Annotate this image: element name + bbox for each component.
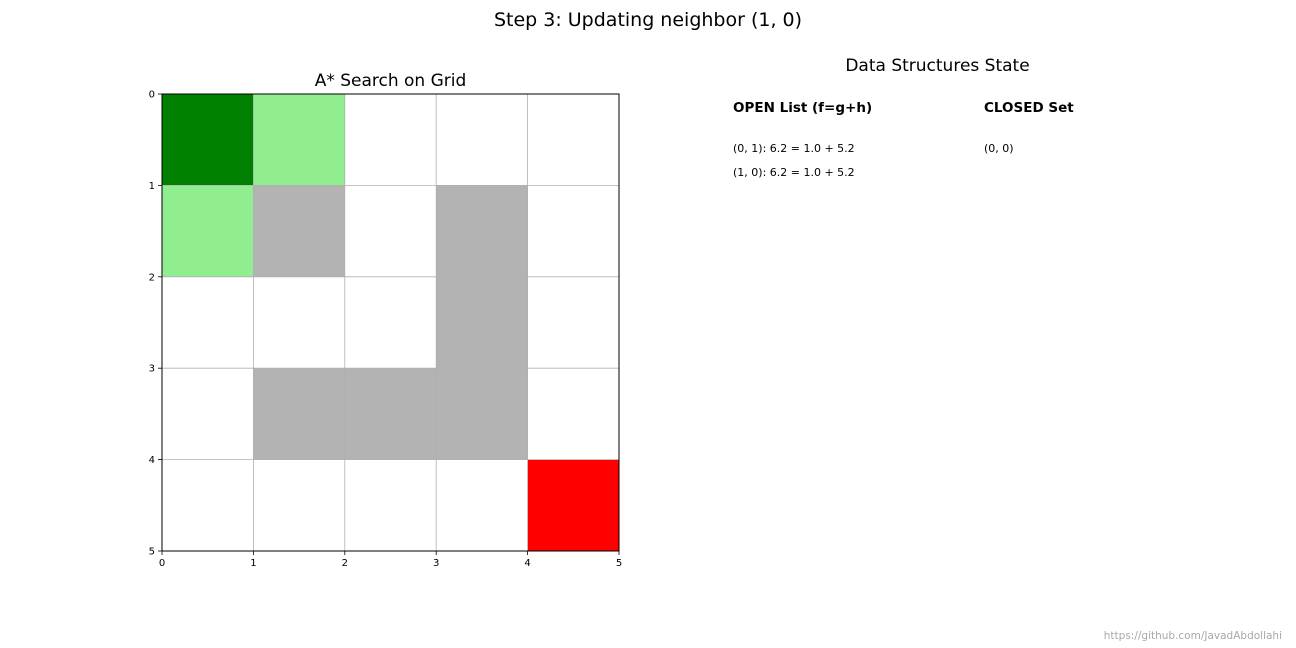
closed-set-header: CLOSED Set <box>984 100 1074 116</box>
grid-cell-4-1 <box>253 459 345 551</box>
grid-cell-1-2 <box>344 185 437 277</box>
grid-frame <box>161 93 620 552</box>
grid-cell-0-1 <box>253 94 345 186</box>
x-tick-label: 1 <box>250 558 256 569</box>
grid-cell-0-4 <box>527 94 619 186</box>
grid-title: A* Search on Grid <box>314 71 467 91</box>
x-tick-label: 5 <box>616 558 622 569</box>
y-tick-label: 4 <box>149 455 155 466</box>
grid-cell-3-0 <box>162 368 254 460</box>
y-tick-label: 1 <box>149 181 155 192</box>
grid-cell-4-3 <box>436 459 528 551</box>
grid-cell-4-4 <box>527 459 619 551</box>
open-list-item: (1, 0): 6.2 = 1.0 + 5.2 <box>733 166 855 179</box>
grid-cell-1-1 <box>253 185 345 277</box>
y-tick-label: 5 <box>149 547 155 558</box>
x-tick-label: 4 <box>524 558 530 569</box>
grid-cell-1-3 <box>436 185 528 277</box>
grid-cell-0-3 <box>436 94 528 186</box>
grid-cell-1-4 <box>527 185 619 277</box>
grid-cell-3-3 <box>436 368 528 460</box>
open-list-header: OPEN List (f=g+h) <box>733 100 873 116</box>
x-tick-label: 0 <box>159 558 165 569</box>
closed-set-item: (0, 0) <box>984 142 1014 155</box>
grid-cell-0-0 <box>162 94 254 186</box>
grid-cell-2-4 <box>527 276 619 369</box>
open-list-item: (0, 1): 6.2 = 1.0 + 5.2 <box>733 142 855 155</box>
grid-cell-3-2 <box>344 368 437 460</box>
figure-title: Step 3: Updating neighbor (1, 0) <box>493 9 803 31</box>
y-tick-label: 2 <box>149 272 155 283</box>
grid-cell-2-3 <box>436 276 528 369</box>
grid-cell-0-2 <box>344 94 437 186</box>
watermark: https://github.com/JavadAbdollahi <box>1103 630 1282 642</box>
grid-cell-2-0 <box>162 276 254 369</box>
data-structures-title: Data Structures State <box>845 56 1030 76</box>
grid-cell-2-2 <box>344 276 437 369</box>
grid-cell-4-0 <box>162 459 254 551</box>
grid-cell-3-4 <box>527 368 619 460</box>
y-tick-label: 3 <box>149 364 155 375</box>
grid-cell-1-0 <box>162 185 254 277</box>
grid-cell-4-2 <box>344 459 437 551</box>
x-tick-label: 2 <box>342 558 348 569</box>
y-tick-label: 0 <box>149 90 155 101</box>
x-tick-label: 3 <box>433 558 439 569</box>
grid-cell-2-1 <box>253 276 345 369</box>
grid-cell-3-1 <box>253 368 345 460</box>
